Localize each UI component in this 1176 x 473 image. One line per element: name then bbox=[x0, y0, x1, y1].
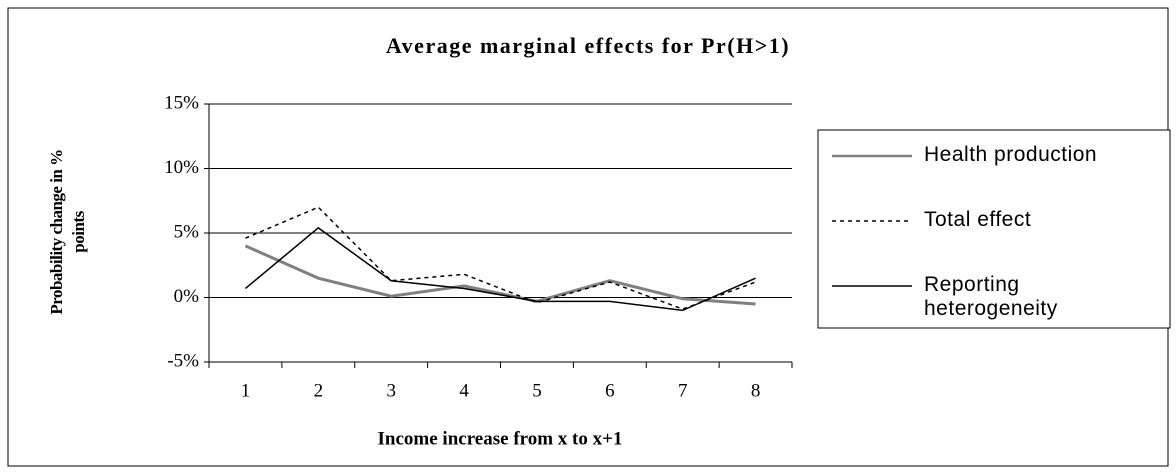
y-axis-title: Probability change in % points bbox=[47, 149, 88, 315]
series-line bbox=[244, 244, 756, 306]
series-line bbox=[244, 226, 756, 312]
x-tick-label: 1 bbox=[241, 380, 251, 401]
x-tick-label: 2 bbox=[314, 380, 324, 401]
x-axis-title: Income increase from x to x+1 bbox=[378, 428, 623, 449]
x-tick-label: 4 bbox=[459, 380, 469, 401]
y-tick-label: 10% bbox=[164, 157, 199, 178]
legend-label: Reporting heterogeneity bbox=[924, 273, 1058, 320]
chart-title: Average marginal effects for Pr(H>1) bbox=[386, 33, 790, 58]
legend-label: Health production bbox=[924, 143, 1098, 166]
x-tick-label: 3 bbox=[386, 380, 396, 401]
series-line bbox=[245, 206, 756, 310]
x-tick-label: 5 bbox=[532, 380, 542, 401]
y-tick-label: 5% bbox=[174, 221, 200, 242]
x-tick-label: 6 bbox=[605, 380, 615, 401]
y-tick-label: -5% bbox=[167, 350, 199, 371]
x-tick-label: 8 bbox=[751, 380, 761, 401]
y-tick-label: 0% bbox=[174, 286, 200, 307]
y-tick-label: 15% bbox=[164, 92, 199, 113]
x-tick-label: 7 bbox=[678, 380, 688, 401]
legend-box bbox=[817, 129, 1171, 329]
legend-label: Total effect bbox=[924, 208, 1032, 231]
